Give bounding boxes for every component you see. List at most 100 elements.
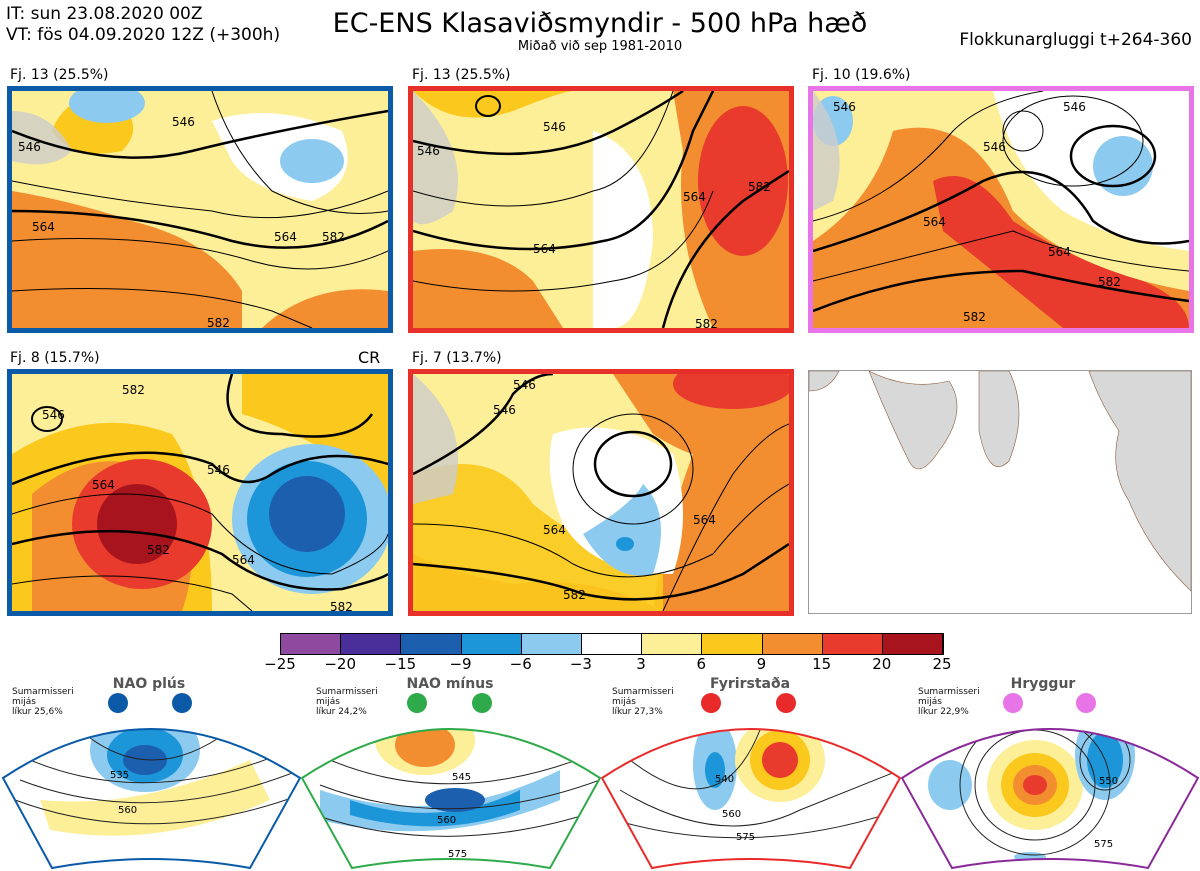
- contour-label: 546: [983, 140, 1006, 154]
- cluster-2-caption: Fj. 13 (25.5%): [412, 67, 511, 83]
- cluster-3-caption: Fj. 10 (19.6%): [812, 67, 911, 83]
- contour-label: 582: [122, 383, 145, 397]
- contour-label: 582: [563, 588, 586, 602]
- contour-label: 564: [543, 523, 566, 537]
- contour-label: 582: [963, 310, 986, 324]
- colorbar-swatch: [581, 634, 643, 654]
- regime-1-info: Sumarmisseri mijás líkur 25,6%: [12, 687, 74, 717]
- contour-label: 545: [452, 772, 471, 783]
- contour-label: 582: [330, 600, 353, 611]
- colorbar-swatch: [281, 634, 342, 654]
- contour-label: 582: [322, 230, 345, 244]
- contour-label: 575: [448, 849, 467, 860]
- colorbar-tick-label: 20: [872, 655, 892, 673]
- contour-label: 546: [1063, 100, 1086, 114]
- regime-1-name: NAO plús: [112, 676, 186, 692]
- contour-label: 546: [207, 463, 230, 477]
- cluster-2-map: 546 564 564 582 582 546: [408, 86, 794, 333]
- colorbar-swatch: [642, 634, 703, 654]
- valid-time: VT: fös 04.09.2020 12Z (+300h): [6, 25, 281, 45]
- colorbar-tick-label: 25: [932, 655, 952, 673]
- contour-label: 575: [1094, 839, 1113, 850]
- colorbar-tick-label: 15: [812, 655, 832, 673]
- regime-2-marker: [407, 693, 427, 713]
- cluster-1-map: 564 582 564 546 546 582: [7, 86, 393, 333]
- colorbar-swatch: [521, 634, 582, 654]
- cluster-5-map: 546 546 564 564 582: [408, 369, 794, 616]
- regime-4-marker: [1076, 693, 1096, 713]
- contour-label: 546: [833, 100, 856, 114]
- contour-label: 564: [274, 230, 297, 244]
- regime-2-info: Sumarmisseri mijás líkur 24,2%: [316, 687, 378, 717]
- colorbar: [280, 633, 944, 655]
- contour-label: 564: [92, 478, 115, 492]
- regime-4-name: Hryggur: [1010, 676, 1076, 692]
- contour-label: 560: [722, 809, 741, 820]
- colorbar-tick-label: −15: [384, 655, 417, 673]
- colorbar-swatch: [401, 634, 462, 654]
- regime-4-marker: [1003, 693, 1023, 713]
- cluster-1-caption: Fj. 13 (25.5%): [10, 67, 109, 83]
- colorbar-swatch: [341, 634, 402, 654]
- regime-2-marker: [472, 693, 492, 713]
- contour-label: 546: [417, 144, 440, 158]
- contour-label: 564: [1048, 245, 1071, 259]
- contour-label: 575: [736, 832, 755, 843]
- colorbar-tick-label: 3: [636, 655, 646, 673]
- cluster-4-tag: CR: [358, 348, 381, 367]
- contour-label: 546: [493, 403, 516, 417]
- regime-3-info: Sumarmisseri mijás líkur 27,3%: [612, 687, 674, 717]
- cluster-4-caption: Fj. 8 (15.7%): [10, 350, 100, 366]
- reference-map: [808, 370, 1192, 614]
- regime-3-marker: [701, 693, 721, 713]
- colorbar-tick-label: 9: [756, 655, 767, 673]
- colorbar-tick-label: 6: [696, 655, 707, 673]
- regime-2-name: NAO mínus: [406, 676, 494, 692]
- regime-1-marker: [108, 693, 128, 713]
- header-times: IT: sun 23.08.2020 00Z VT: fös 04.09.202…: [6, 4, 280, 46]
- colorbar-swatch: [762, 634, 823, 654]
- regime-3-marker: [776, 693, 796, 713]
- contour-label: 564: [923, 215, 946, 229]
- contour-label: 564: [533, 242, 556, 256]
- contour-label: 546: [513, 378, 536, 392]
- regime-maps: 535 560 545 560 575 540 560 575: [1, 728, 1200, 870]
- init-time: IT: sun 23.08.2020 00Z: [6, 4, 203, 24]
- contour-label: 564: [693, 513, 716, 527]
- colorbar-tick-label: −6: [509, 655, 532, 673]
- regime-1-marker: [172, 693, 192, 713]
- colorbar-tick-label: −20: [324, 655, 356, 673]
- contour-label: 546: [172, 115, 195, 129]
- page-title: EC-ENS Klasaviðsmyndir - 500 hPa hæð: [332, 8, 868, 39]
- contour-label: 564: [32, 220, 55, 234]
- regime-3-name: Fyrirstaða: [709, 676, 791, 692]
- contour-label: 560: [437, 815, 456, 826]
- colorbar-swatch: [461, 634, 522, 654]
- colorbar-tick-label: −3: [569, 655, 592, 673]
- cluster-3-map: 546 546 546 564 564 582 582: [808, 86, 1194, 333]
- colorbar-tick-label: −9: [449, 655, 472, 673]
- contour-label: 582: [147, 543, 170, 557]
- page-subtitle: Miðað við sep 1981-2010: [517, 39, 683, 54]
- colorbar-swatch: [882, 634, 944, 654]
- cluster-5-caption: Fj. 7 (13.7%): [412, 350, 502, 366]
- contour-label: 582: [695, 317, 718, 328]
- contour-label: 540: [715, 774, 734, 785]
- contour-label: 582: [1098, 275, 1121, 289]
- contour-label: 560: [118, 805, 137, 816]
- contour-label: 546: [543, 120, 566, 134]
- classification-window: Flokkunargluggi t+264-360: [959, 30, 1192, 50]
- contour-label: 564: [683, 190, 706, 204]
- contour-label: 546: [18, 140, 41, 154]
- contour-label: 582: [748, 180, 771, 194]
- contour-label: 535: [110, 770, 129, 781]
- cluster-4-map: 546 546 564 564 582 582 582: [7, 369, 393, 616]
- contour-label: 582: [207, 316, 230, 328]
- regime-4-info: Sumarmisseri mijás líkur 22,9%: [918, 687, 980, 717]
- contour-label: 546: [42, 408, 65, 422]
- contour-label: 564: [232, 553, 255, 567]
- colorbar-tick-label: −25: [264, 655, 296, 673]
- contour-label: 550: [1099, 776, 1118, 787]
- colorbar-swatch: [822, 634, 883, 654]
- colorbar-swatch: [702, 634, 763, 654]
